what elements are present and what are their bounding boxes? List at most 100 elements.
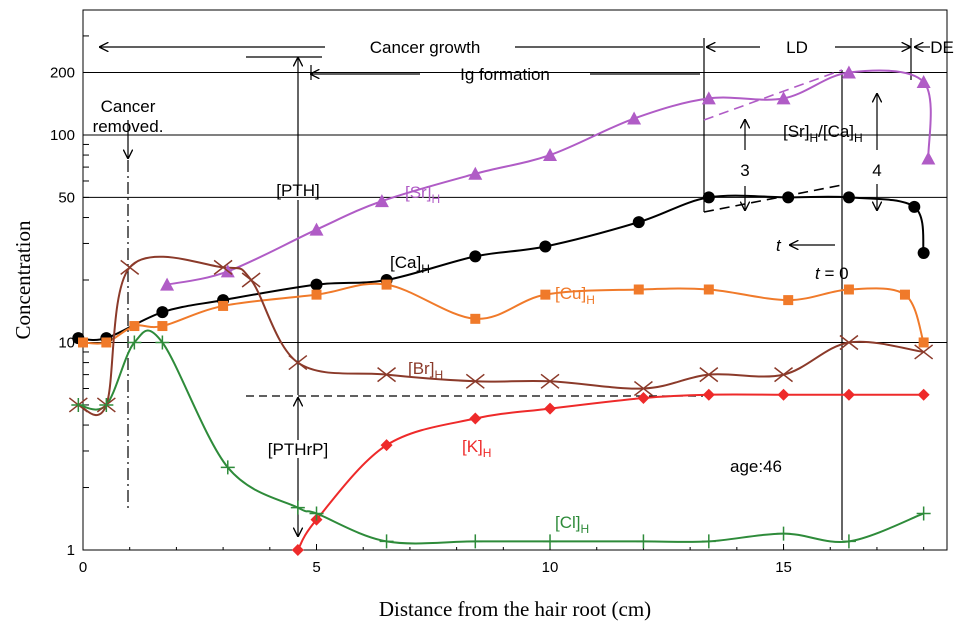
ca-data-point <box>469 250 482 263</box>
sr-data-point <box>921 151 936 165</box>
y-tick-label: 10 <box>58 334 75 351</box>
cancer-removed-line2: removed. <box>93 117 164 136</box>
cl-data-point <box>220 460 235 475</box>
ca-data-point <box>842 191 855 204</box>
y-tick-label: 100 <box>50 127 75 144</box>
sr-series-label: [Sr]H <box>405 183 440 206</box>
br-data-point <box>377 367 397 383</box>
cu-data-point <box>311 289 322 300</box>
sr-data-point <box>309 222 324 236</box>
cu-data-point <box>540 289 551 300</box>
x-tick-label: 15 <box>775 559 792 576</box>
k-data-point <box>637 392 650 405</box>
cl-data-point <box>636 534 651 549</box>
y-tick-label: 1 <box>67 542 75 559</box>
k-data-point <box>702 388 715 401</box>
ld-label: LD <box>786 38 808 57</box>
br-series-line <box>77 255 924 417</box>
sr-series-line <box>166 69 932 286</box>
cu-data-point <box>703 284 714 295</box>
k-data-point <box>917 388 930 401</box>
cl-data-point <box>71 397 86 412</box>
de-label: DE <box>930 38 954 57</box>
br-data-point <box>465 373 485 389</box>
k-data-point <box>777 388 790 401</box>
t-label: t <box>776 236 782 255</box>
sr-data-point <box>627 111 642 125</box>
ca-series-label: [Ca]H <box>390 253 430 276</box>
k-data-point <box>842 388 855 401</box>
x-tick-label: 0 <box>79 559 87 576</box>
x-tick-label: 10 <box>542 559 559 576</box>
br-data-point <box>774 367 794 383</box>
three-label: 3 <box>740 161 749 180</box>
sr-data-point <box>841 65 856 79</box>
ca-data-point <box>782 191 795 204</box>
four-label: 4 <box>872 161 881 180</box>
series-markers <box>68 65 936 556</box>
y-tick-label: 50 <box>58 189 75 206</box>
br-data-point <box>699 367 719 383</box>
br-series-label: [Br]H <box>408 359 443 382</box>
cu-data-point <box>381 279 392 290</box>
cl-data-point <box>776 526 791 541</box>
sr-data-point <box>374 194 389 208</box>
cl-data-point <box>379 534 394 549</box>
sr-extrapolation <box>703 69 843 121</box>
ca-data-point <box>539 240 552 253</box>
ca-extrapolation <box>703 184 843 213</box>
br-data-point <box>213 259 233 275</box>
sr-data-point <box>701 91 716 105</box>
ca-data-point <box>908 200 921 213</box>
cu-data-point <box>783 295 794 306</box>
sr-data-point <box>776 91 791 105</box>
br-data-point <box>633 380 653 397</box>
axis-ticks: 1 10 50 100 200 0 5 10 15 <box>50 9 925 576</box>
cl-data-point <box>841 534 856 549</box>
sr-data-point <box>160 277 175 291</box>
cu-data-point <box>899 289 910 300</box>
pthrp-label: [PTHrP] <box>268 440 328 459</box>
cl-data-point <box>309 506 324 521</box>
extrapolations <box>703 69 843 213</box>
cl-data-point <box>468 534 483 549</box>
annotation-texts: Cancer growth LD DE Ig formation Cancer … <box>93 38 954 476</box>
age-label: age:46 <box>730 457 782 476</box>
br-data-point <box>540 373 560 389</box>
k-data-point <box>469 412 482 425</box>
cu-data-point <box>129 321 140 332</box>
br-data-point <box>241 272 261 288</box>
br-data-point <box>120 259 140 275</box>
k-series-label: [K]H <box>462 437 491 460</box>
cu-data-point <box>633 284 644 295</box>
ca-series-line <box>78 194 925 341</box>
cancer-growth-label: Cancer growth <box>370 38 481 57</box>
y-tick-label: 200 <box>50 64 75 81</box>
cu-series-label: [Cu]H <box>555 284 595 307</box>
cu-data-point <box>101 337 112 348</box>
k-data-point <box>380 439 393 452</box>
series-labels: [Sr]H [Ca]H [Cu]H [Br]H [K]H [Cl]H <box>390 183 595 536</box>
k-data-point <box>544 402 557 415</box>
cu-data-point <box>918 337 929 348</box>
cancer-removed-line1: Cancer <box>101 97 156 116</box>
cu-data-point <box>470 313 481 324</box>
cu-data-point <box>218 300 229 311</box>
br-data-point <box>914 344 934 360</box>
y-axis-title: Concentration <box>11 220 35 339</box>
x-tick-label: 5 <box>312 559 320 576</box>
cu-data-point <box>157 321 168 332</box>
sr-data-point <box>468 166 483 180</box>
cu-data-point <box>78 337 88 348</box>
k-series-line <box>296 393 924 551</box>
ratio-label: [Sr]H/[Ca]H <box>783 122 863 145</box>
ca-data-point <box>632 216 645 229</box>
br-data-point <box>839 334 859 351</box>
ca-data-point <box>310 278 323 291</box>
sr-data-point <box>916 74 931 88</box>
cl-data-point <box>290 500 305 515</box>
cl-data-point <box>99 397 114 412</box>
pth-label: [PTH] <box>276 181 319 200</box>
cl-data-point <box>543 534 558 549</box>
